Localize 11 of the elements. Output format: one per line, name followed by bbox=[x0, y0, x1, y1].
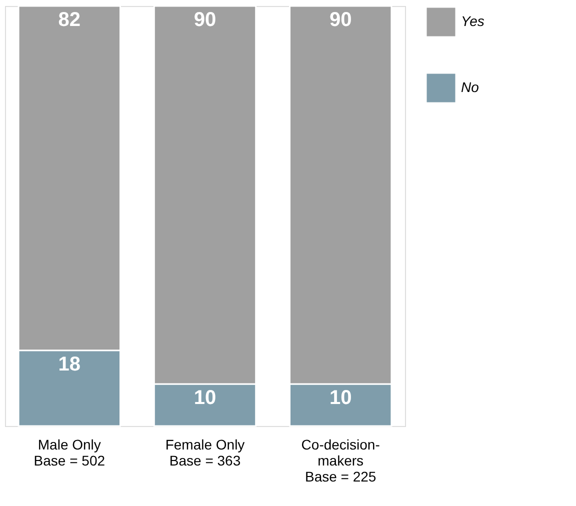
data-label: 18 bbox=[58, 353, 81, 376]
data-label: 90 bbox=[194, 9, 216, 31]
x-tick-label: Co-decision- makers Base = 225 bbox=[301, 436, 380, 484]
data-label: 90 bbox=[329, 9, 352, 31]
data-label: 10 bbox=[194, 387, 216, 409]
x-tick-label: Male Only Base = 502 bbox=[34, 436, 106, 468]
data-label: 10 bbox=[329, 387, 352, 409]
legend-label: No bbox=[461, 79, 480, 95]
x-tick-label: Female Only Base = 363 bbox=[165, 436, 245, 468]
legend-label: Yes bbox=[461, 13, 484, 29]
data-label: 82 bbox=[58, 9, 81, 31]
